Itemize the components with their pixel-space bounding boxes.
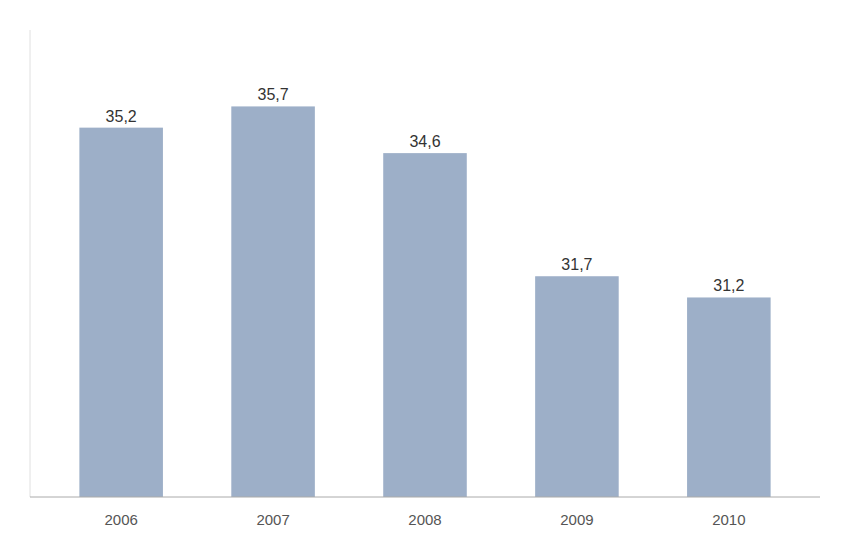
- data-label: 31,2: [713, 277, 744, 294]
- data-label: 34,6: [409, 133, 440, 150]
- x-tick-label: 2006: [104, 511, 137, 528]
- chart-svg: 2006 2007 2008 2009 2010 35,2 35,7 34,6 31,7 31,2: [0, 0, 850, 557]
- x-tick-label: 2010: [712, 511, 745, 528]
- bar: [535, 276, 619, 497]
- bar: [231, 106, 315, 497]
- data-label: 35,2: [106, 108, 137, 125]
- bars: [79, 106, 770, 497]
- bar: [79, 128, 163, 497]
- x-tick-label: 2009: [560, 511, 593, 528]
- bar: [383, 153, 467, 497]
- x-axis-line: [30, 497, 820, 498]
- x-tick-label: 2008: [408, 511, 441, 528]
- bar: [687, 297, 771, 497]
- x-tick-label: 2007: [256, 511, 289, 528]
- chart-container: 2006 2007 2008 2009 2010 35,2 35,7 34,6 31,7 31,2: [0, 0, 850, 557]
- y-axis-line: [30, 30, 31, 497]
- data-label: 31,7: [561, 256, 592, 273]
- data-label: 35,7: [258, 86, 289, 103]
